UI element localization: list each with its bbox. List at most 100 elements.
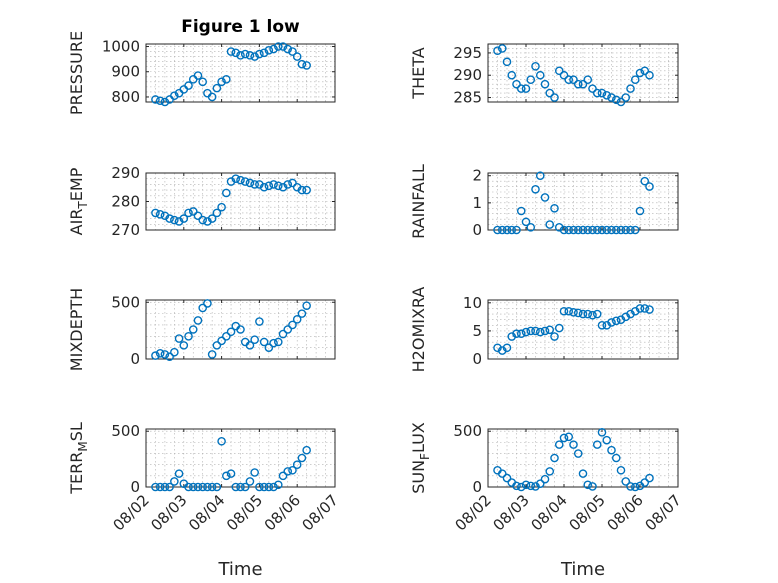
data-point (554, 66, 564, 76)
data-point (207, 92, 217, 102)
data-point (554, 440, 564, 449)
data-point (184, 482, 193, 492)
data-point (621, 93, 631, 102)
data-point (559, 225, 569, 235)
data-point (573, 225, 583, 235)
data-point (212, 341, 222, 350)
data-point (292, 314, 302, 324)
data-point (597, 225, 607, 235)
data-point (569, 308, 578, 317)
data-point (255, 317, 264, 326)
x-tick-label: 08/07 (299, 491, 342, 534)
x-tick-label: 08/06 (604, 491, 647, 534)
data-point (550, 93, 559, 102)
grid (487, 173, 679, 231)
data-point (607, 318, 616, 327)
data-point (226, 469, 236, 478)
data-point (155, 482, 165, 492)
data-point (630, 75, 640, 84)
data-point (245, 341, 255, 350)
data-point (151, 208, 160, 218)
data-point (174, 334, 184, 343)
data-point (583, 75, 593, 84)
data-point (578, 225, 588, 235)
y-axis-label: AIRTEMP (67, 167, 90, 235)
data-point (288, 465, 297, 475)
data-point (592, 88, 602, 98)
data-point (231, 48, 241, 58)
data-point (630, 482, 640, 492)
data-point (569, 75, 578, 84)
data-point (545, 88, 555, 98)
x-tick-label: 08/03 (490, 491, 533, 534)
y-axis-label: TERRMSL (67, 422, 90, 495)
data-point (611, 453, 621, 463)
data-point (512, 225, 521, 235)
y-axis-label: RAINFALL (409, 164, 428, 239)
data-point (207, 350, 217, 359)
data-point (516, 84, 526, 93)
data-point (155, 96, 165, 106)
data-point (611, 316, 621, 326)
x-tick-label: 08/06 (261, 491, 304, 534)
data-point (283, 180, 293, 189)
data-point (226, 47, 236, 56)
data-point (250, 335, 259, 345)
data-point (588, 225, 597, 235)
data-point (184, 81, 193, 90)
data-series (493, 44, 654, 107)
data-point (245, 178, 255, 188)
data-point (288, 320, 297, 330)
subplot-5: 0 500 MIXDEPTH (67, 288, 336, 371)
x-tick-label: 08/03 (147, 491, 190, 534)
data-point (502, 343, 512, 353)
data-point (236, 482, 245, 492)
data-point (240, 49, 250, 59)
data-point (297, 309, 307, 318)
data-point (645, 473, 654, 483)
data-point (259, 482, 269, 492)
axes-box (145, 43, 336, 103)
chart-title: Figure 1 low (181, 17, 300, 37)
data-point (493, 225, 502, 235)
data-point (273, 480, 283, 490)
data-point (160, 97, 170, 107)
data-point (155, 210, 165, 219)
data-point (640, 478, 650, 487)
data-point (554, 222, 564, 232)
data-point (236, 51, 245, 60)
data-point (640, 304, 650, 313)
data-point (217, 202, 226, 212)
data-point (297, 185, 307, 195)
data-point (616, 97, 626, 107)
data-point (540, 193, 550, 202)
axes-box (145, 428, 336, 488)
y-tick-label: 2 (472, 167, 482, 185)
data-point (212, 83, 222, 93)
data-point (602, 225, 612, 235)
y-tick-label: 1 (472, 194, 482, 212)
data-point (497, 44, 507, 53)
x-tick-label: 08/05 (223, 491, 266, 534)
y-tick-label: 10 (463, 294, 482, 312)
data-point (193, 316, 203, 325)
data-point (611, 225, 621, 235)
y-tick-label: 500 (111, 293, 140, 311)
data-point (640, 176, 650, 186)
subplot-2: 285 290 295 THETA (409, 43, 679, 107)
data-point (512, 329, 521, 339)
y-tick-label: 270 (111, 221, 140, 239)
data-point (621, 225, 631, 235)
data-point (217, 436, 226, 446)
axes-box (487, 428, 679, 488)
data-series (493, 171, 654, 235)
data-point (170, 91, 179, 100)
data-point (531, 184, 540, 194)
data-point (502, 225, 512, 235)
y-tick-label: 900 (111, 63, 140, 81)
x-tick-label: 08/04 (185, 491, 228, 534)
data-point (540, 326, 550, 336)
data-point (160, 482, 170, 492)
data-point (193, 71, 203, 80)
